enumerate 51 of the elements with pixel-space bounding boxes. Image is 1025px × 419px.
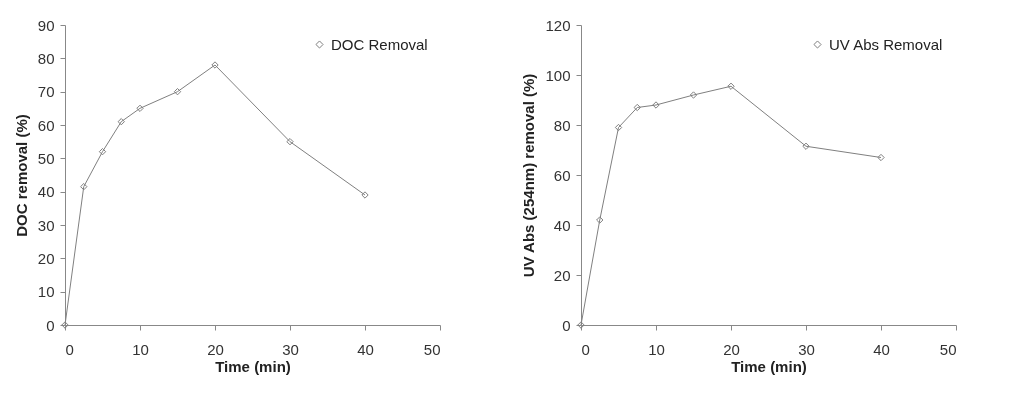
y-tick-label: 30 [37, 216, 55, 234]
point [727, 82, 735, 90]
point [117, 118, 125, 126]
point [136, 104, 144, 112]
y-tick-label: 100 [545, 66, 571, 84]
x-tick-label: 30 [282, 340, 299, 358]
y-tick-label: 20 [553, 266, 571, 284]
y-tick-label: 0 [562, 316, 571, 334]
x-tick-label: 30 [798, 340, 815, 358]
point [286, 138, 294, 146]
x-tick-label: 50 [423, 340, 441, 358]
point [596, 216, 604, 224]
y-tick-label: 20 [37, 249, 55, 267]
point [80, 183, 88, 191]
x-tick-label: 20 [723, 340, 740, 358]
point [652, 101, 660, 109]
x-tick-label: 0 [65, 340, 74, 358]
point [361, 191, 369, 199]
legend-label: UV Abs Removal [829, 35, 943, 53]
y-tick-label: 120 [545, 16, 571, 34]
x-tick-label: 50 [939, 340, 957, 358]
y-axis-title: UV Abs (254nm) removal (%) [520, 73, 538, 278]
y-tick-label: 80 [37, 49, 55, 67]
y-tick-label: 60 [37, 116, 55, 134]
point [614, 123, 623, 132]
y-tick-label: 70 [37, 83, 55, 101]
y-tick-label: 60 [553, 166, 571, 184]
y-tick-label: 0 [46, 316, 55, 334]
point [877, 153, 885, 162]
point [633, 103, 641, 112]
x-tick-label: 0 [581, 340, 590, 358]
point [98, 148, 107, 156]
x-axis-title: Time (min) [731, 357, 807, 375]
point [802, 142, 810, 150]
x-tick-label: 10 [648, 340, 665, 358]
y-tick-label: 40 [553, 216, 571, 234]
x-tick-label: 20 [207, 340, 224, 358]
y-tick-label: 40 [37, 183, 55, 201]
y-tick-label: 90 [37, 16, 55, 34]
y-axis-title: DOC removal (%) [12, 114, 30, 237]
x-tick-label: 40 [357, 340, 374, 358]
y-tick-label: 10 [37, 283, 55, 301]
y-tick-label: 50 [37, 149, 55, 167]
point [211, 61, 219, 69]
x-tick-label: 10 [132, 340, 149, 358]
point [173, 88, 182, 96]
x-axis-title: Time (min) [215, 357, 291, 375]
legend-label: DOC Removal [331, 35, 428, 53]
y-tick-label: 80 [553, 116, 571, 134]
point [689, 91, 698, 99]
x-tick-label: 40 [873, 340, 890, 358]
